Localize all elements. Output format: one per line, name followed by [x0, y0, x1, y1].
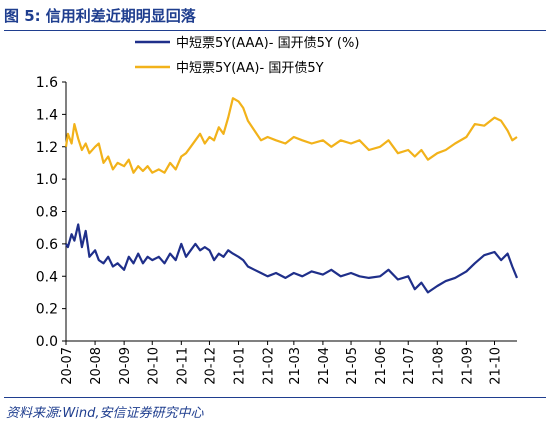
y-tick-label: 0.6: [36, 237, 58, 253]
y-tick-label: 0.4: [36, 269, 58, 285]
x-tick-label: 20-08: [89, 347, 104, 385]
x-tick-label: 21-04: [317, 347, 332, 385]
y-tick-label: 0.2: [36, 302, 58, 318]
x-tick-label: 21-09: [460, 347, 475, 385]
x-tick-label: 20-10: [146, 347, 161, 385]
figure-number: 图 5:: [4, 7, 41, 25]
y-tick-label: 1.2: [36, 140, 58, 156]
x-tick-label: 21-05: [345, 347, 360, 385]
y-tick-label: 0.8: [36, 205, 58, 221]
x-tick-label: 21-06: [374, 347, 389, 385]
x-tick-label: 21-01: [233, 347, 248, 385]
legend-label-aaa: 中短票5Y(AAA)- 国开债5Y (%): [176, 36, 359, 51]
y-tick-label: 1.4: [36, 107, 58, 123]
series-line-aa: [64, 97, 518, 174]
y-tick-label: 0.0: [36, 334, 58, 350]
x-tick-label: 20-12: [203, 347, 218, 385]
x-tick-label: 21-02: [262, 347, 277, 385]
y-tick-label: 1.6: [36, 75, 58, 91]
x-tick-label: 20-11: [175, 347, 190, 385]
series-line-aaa: [65, 223, 519, 294]
figure-title: 图 5: 信用利差近期明显回落: [4, 4, 546, 31]
x-tick-label: 21-10: [488, 347, 503, 385]
x-tick-label: 20-07: [60, 347, 75, 385]
source-note: 资料来源:Wind,安信证券研究中心: [6, 406, 204, 421]
legend-label-aa: 中短票5Y(AA)- 国开债5Y: [176, 61, 324, 76]
bottom-rule: [4, 397, 546, 398]
axes: 0.0 0.2 0.4 0.6 0.8 1.0 1.2 1.4 1.6 20-07 20-08 20-…: [36, 75, 517, 385]
x-tick-label: 21-07: [402, 347, 417, 385]
x-tick-label: 21-08: [431, 347, 446, 385]
figure-title-text: 信用利差近期明显回落: [45, 7, 196, 25]
y-tick-label: 1.0: [36, 172, 58, 188]
legend: 中短票5Y(AAA)- 国开债5Y (%) 中短票5Y(AA)- 国开债5Y: [135, 36, 359, 76]
x-tick-label: 21-03: [288, 347, 303, 385]
series: [64, 97, 519, 294]
x-tick-label: 20-09: [118, 347, 133, 385]
